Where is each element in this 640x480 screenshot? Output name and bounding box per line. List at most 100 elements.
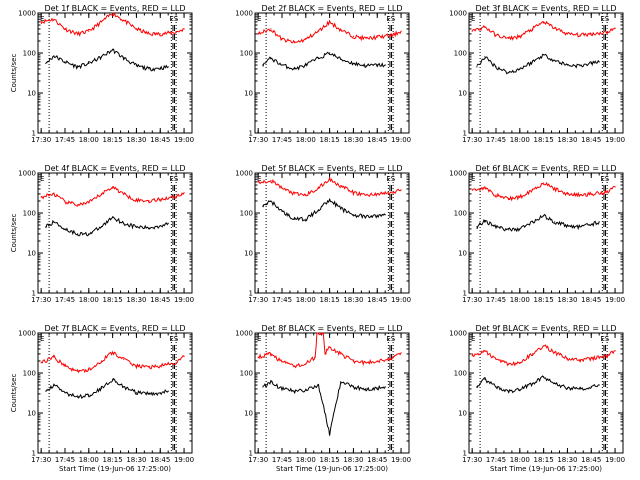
lld-series-point [100, 21, 103, 23]
x-tick-label: 19:00 [174, 296, 194, 304]
lld-series-point [112, 186, 114, 188]
events-series-point [317, 57, 320, 59]
lld-series-point [329, 346, 331, 348]
lld-series-point [322, 332, 324, 334]
x-tick-label: 18:30 [126, 296, 146, 304]
right-marker-label: ES [169, 175, 178, 183]
lld-series-point [112, 12, 114, 14]
lld-series [257, 19, 402, 44]
lld-series-point [317, 187, 320, 189]
x-tick-label: 17:45 [55, 456, 75, 464]
events-series-point [270, 57, 272, 59]
events-series-point [281, 210, 283, 212]
lld-series-point [590, 193, 592, 195]
events-series-point [590, 386, 592, 388]
events-series-point [294, 390, 296, 392]
events-series-point [53, 55, 55, 57]
events-series-point [508, 229, 510, 231]
events-series-point [508, 390, 510, 392]
events-series-point [554, 221, 556, 223]
lld-series-point [471, 354, 473, 356]
lld-series-point [376, 360, 378, 362]
plot-frame [254, 12, 410, 134]
y-axis-label: Counts/sec [10, 214, 18, 253]
events-series-point [598, 221, 600, 223]
lld-series-point [365, 194, 367, 196]
lld-series-point [77, 370, 79, 372]
lld-series-point [257, 33, 259, 35]
left-marker-label: E [40, 335, 44, 343]
right-marker-label: ES [600, 175, 609, 183]
events-series-point [352, 386, 354, 388]
events-series-point [100, 226, 103, 228]
events-series-point [484, 219, 486, 222]
events-series-point [531, 61, 534, 63]
y-tick-label: 1 [463, 290, 467, 298]
y-tick-label: 1 [32, 450, 36, 458]
x-axis-label: Start Time (19-Jun-06 17:25:00) [59, 465, 171, 473]
left-marker-label: E [40, 15, 44, 23]
events-series-line [262, 379, 386, 436]
events-series-point [88, 62, 90, 64]
lld-series-line [40, 350, 185, 374]
events-series-point [123, 386, 125, 388]
lld-series-point [508, 363, 510, 365]
events-series-point [598, 384, 600, 386]
x-tick-label: 19:00 [391, 136, 411, 144]
events-series-point [167, 222, 169, 224]
x-axis-label: Start Time (19-Jun-06 17:25:00) [490, 465, 602, 473]
lld-series-point [519, 362, 521, 364]
y-tick-label: 1 [249, 130, 253, 138]
lld-series-point [519, 35, 521, 38]
lld-series-point [614, 27, 616, 29]
events-series-point [579, 388, 581, 390]
lld-series-point [64, 365, 66, 367]
events-series-point [45, 62, 47, 64]
x-tick-label: 17:45 [486, 136, 506, 144]
x-tick-label: 18:30 [557, 136, 577, 144]
y-tick-label: 10 [458, 250, 467, 258]
lld-series-point [281, 38, 283, 40]
events-series-point [531, 382, 534, 384]
lld-series-point [543, 345, 545, 347]
lld-series-point [392, 34, 394, 36]
x-tick-label: 18:45 [367, 456, 387, 464]
events-series-point [64, 228, 66, 230]
right-marker-label: ES [600, 335, 609, 343]
left-marker-label: E [471, 175, 475, 183]
lld-series-point [484, 187, 486, 189]
events-series-point [100, 387, 103, 389]
lld-series-point [471, 30, 473, 32]
lld-series-point [305, 194, 307, 196]
lld-series-point [305, 38, 307, 40]
lld-series-point [484, 350, 486, 352]
lld-series-point [554, 351, 556, 353]
lld-series-point [294, 193, 296, 195]
events-series-point [262, 205, 264, 207]
panel-title: Det 2f BLACK = Events, RED = LLD [261, 4, 402, 13]
y-tick-label: 100 [454, 210, 467, 218]
lld-series-point [40, 21, 42, 23]
events-series-point [317, 209, 320, 211]
events-series-point [519, 228, 521, 230]
lld-series-point [566, 357, 569, 360]
lld-series-point [175, 362, 177, 364]
events-series-point [495, 386, 497, 388]
y-tick-label: 1000 [18, 10, 36, 18]
events-series-point [305, 64, 307, 66]
events-series [476, 53, 600, 75]
events-series-point [508, 72, 510, 74]
events-series-point [281, 388, 283, 390]
lld-series-point [88, 30, 90, 32]
events-series-point [365, 216, 367, 218]
lld-series-point [606, 191, 608, 193]
lld-series-line [471, 20, 616, 41]
events-series-point [340, 58, 342, 60]
y-axis-label: Counts/sec [10, 54, 18, 93]
lld-series-line [257, 176, 402, 198]
events-series-point [135, 226, 137, 228]
plot-frame [37, 332, 193, 454]
plot-frame [468, 172, 624, 294]
panel-title: Det 4f BLACK = Events, RED = LLD [44, 164, 185, 173]
y-tick-label: 1000 [449, 170, 467, 178]
